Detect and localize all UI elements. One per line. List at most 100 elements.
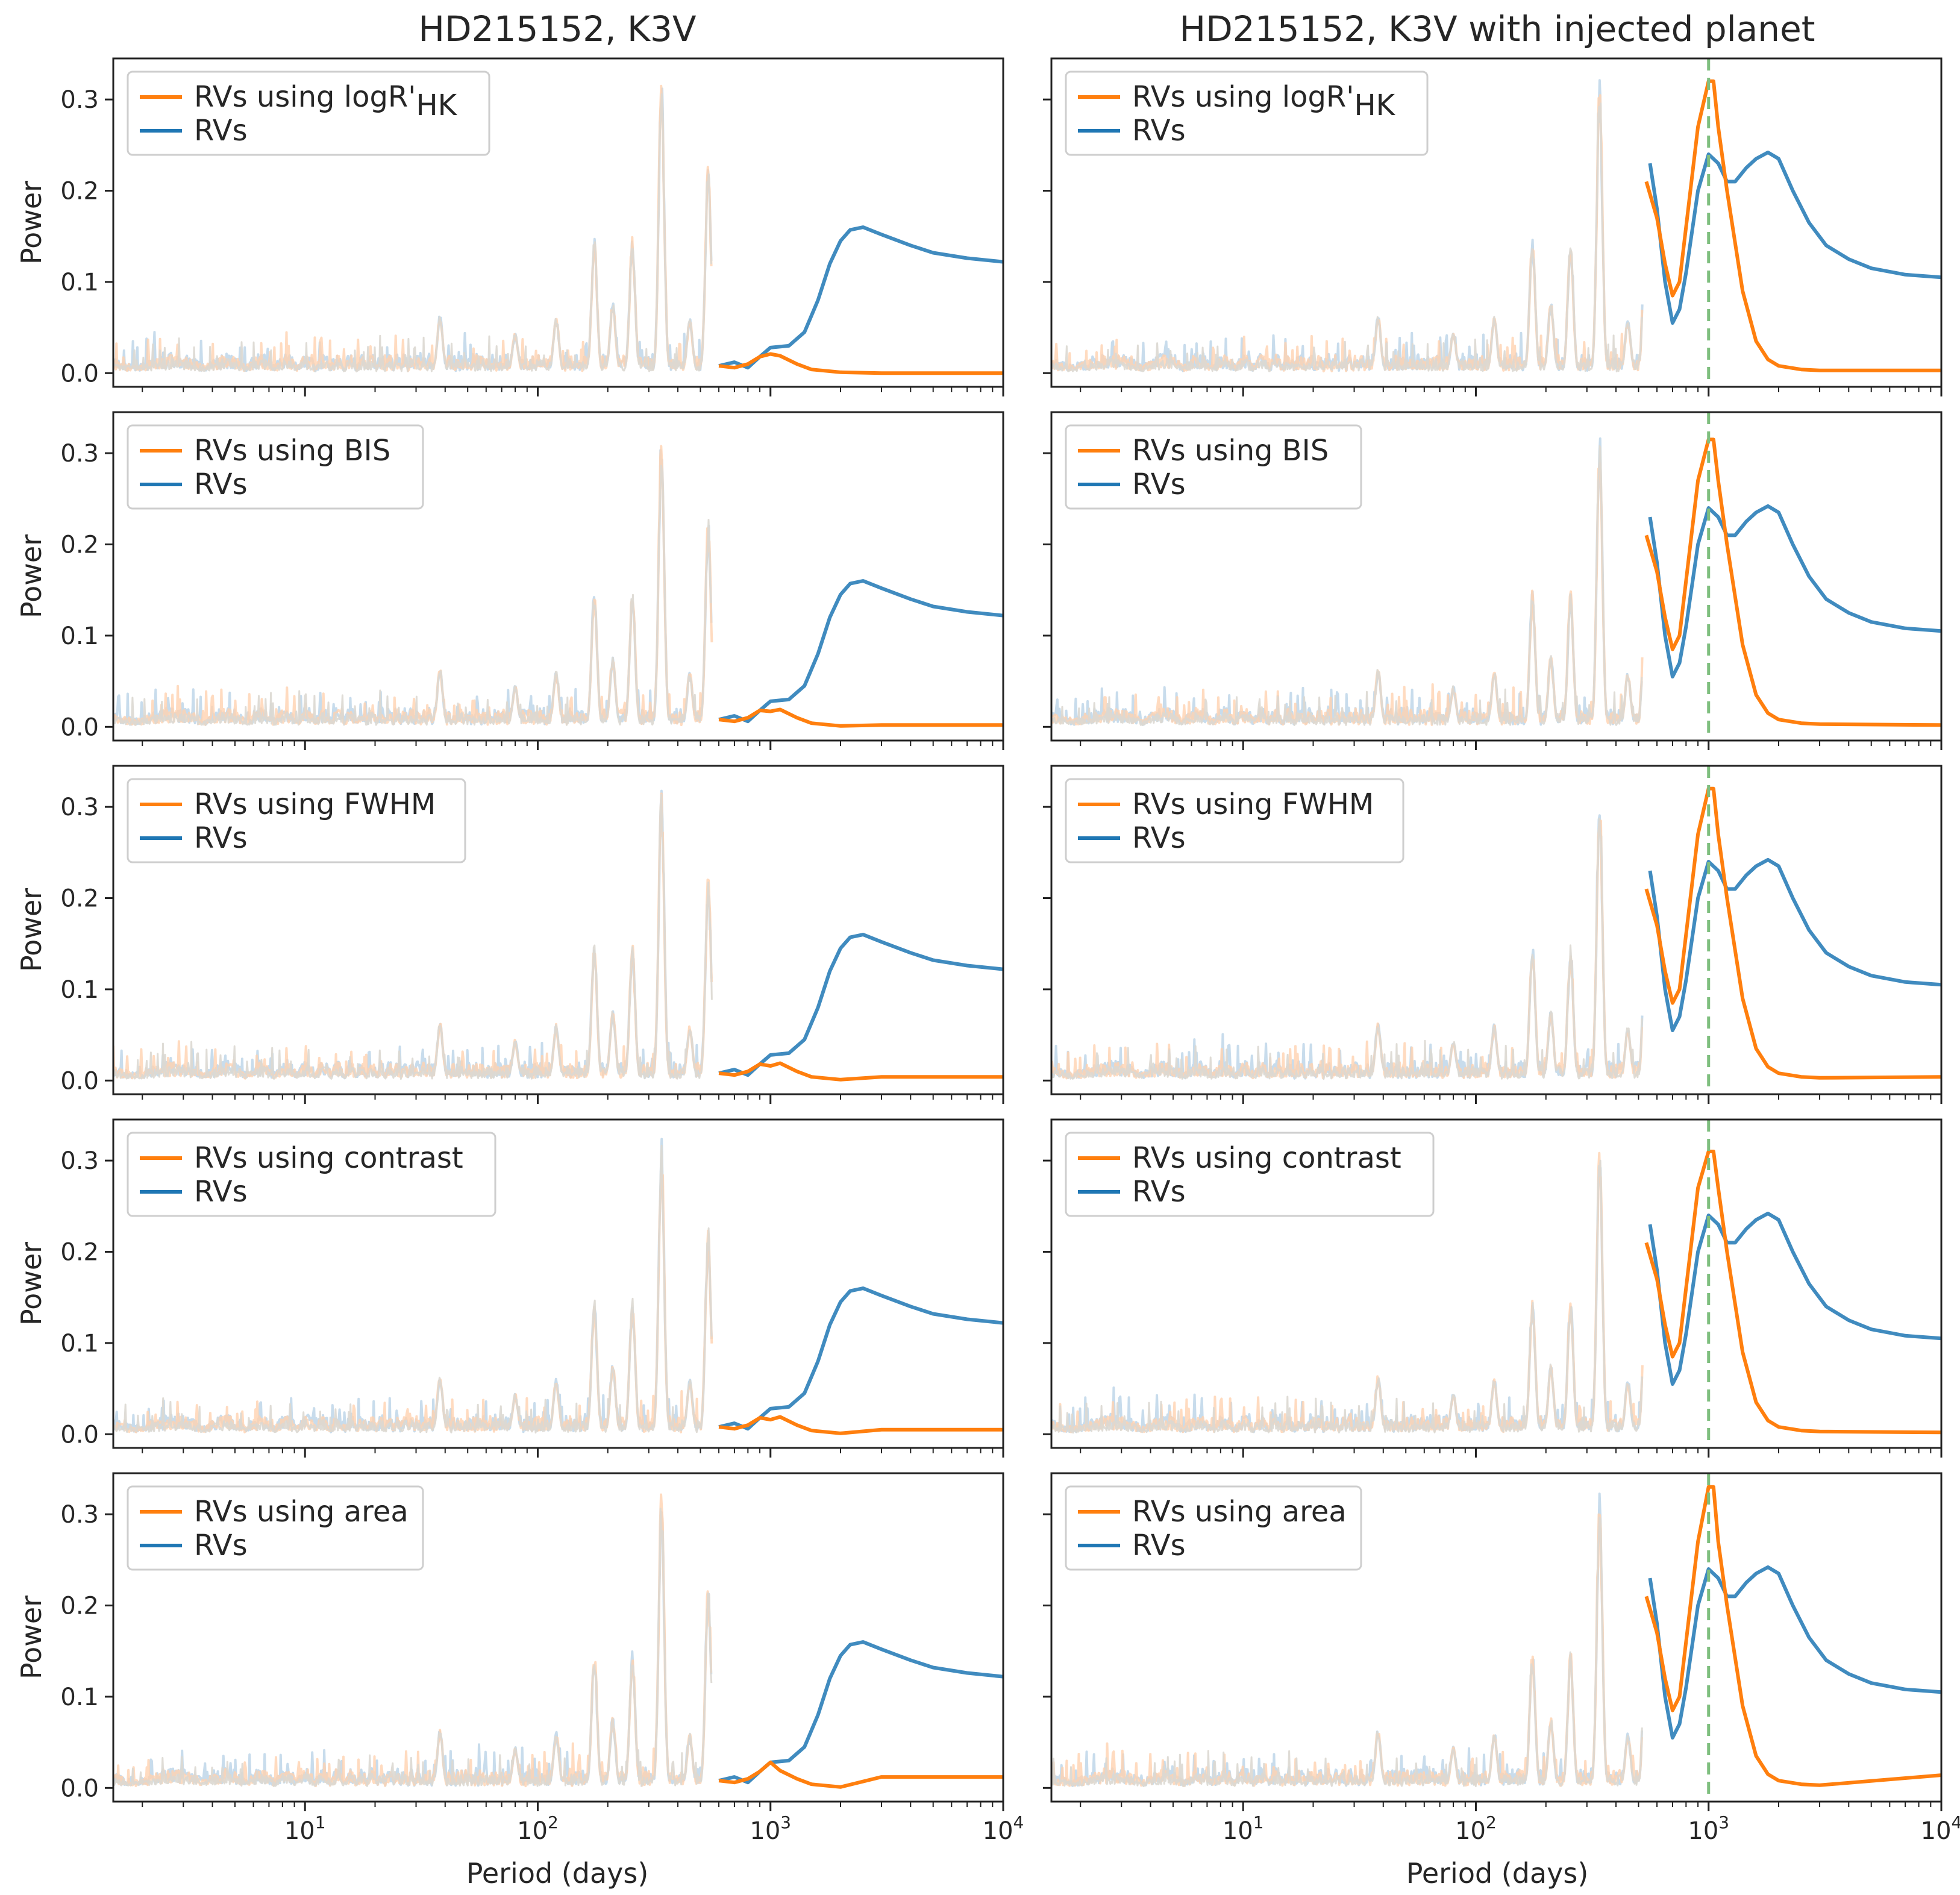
overlap-noise-line: [1051, 818, 1643, 1080]
axes-frame: [1050, 411, 1943, 742]
axes-frame: [112, 1472, 1004, 1803]
y-tick-label: 0.0: [60, 1774, 99, 1802]
legend-box: [127, 424, 424, 510]
x-tick-label: 101: [284, 1812, 326, 1845]
plot-area: [1051, 437, 1941, 727]
plot-area: [1051, 786, 1941, 1080]
y-tick-label: 0.1: [60, 976, 99, 1004]
rvs-series-line: [718, 1640, 1003, 1785]
y-tick-label: 0.2: [60, 1593, 99, 1620]
y-tick-label: 0.3: [60, 440, 99, 468]
y-tick-label: 0.3: [60, 86, 99, 114]
overlap-noise-line: [113, 794, 713, 1080]
indicator-series-line: [718, 707, 1003, 728]
axes-frame: [112, 57, 1004, 388]
legend-rvs-label: RVs: [1132, 1175, 1186, 1209]
legend-box: [1065, 70, 1429, 156]
y-tick-label: 0.3: [60, 1501, 99, 1529]
x-tick-label: 103: [1688, 1812, 1729, 1845]
plot-area: [113, 1138, 1003, 1435]
column-title-right: HD215152, K3V with injected planet: [1180, 8, 1815, 49]
legend-indicator-label: RVs using contrast: [1132, 1141, 1401, 1175]
x-tick-label: 103: [750, 1812, 791, 1845]
overlap-noise-line: [113, 1144, 713, 1434]
x-tick-label: 101: [1223, 1812, 1264, 1845]
legend-indicator-label: RVs using area: [1132, 1495, 1347, 1529]
indicator-series-line: [718, 1415, 1003, 1435]
legend-rvs-label: RVs: [194, 114, 248, 148]
overlap-noise-line: [113, 93, 712, 372]
rvs-series-line: [1648, 1565, 1941, 1740]
overlap-noise-line: [113, 1508, 713, 1787]
legend-indicator-label: RVs using area: [194, 1495, 409, 1529]
y-axis-label: Power: [15, 1596, 48, 1679]
overlap-noise-line: [113, 465, 712, 726]
rvs-series-line: [718, 1286, 1003, 1431]
panel-r5-c1: 0.0 0.1 0.2 0.3 101 102 103 104 Power RVs using a…: [15, 1472, 1024, 1845]
y-tick-label: 0.1: [60, 622, 99, 650]
rvs-series-line: [718, 933, 1003, 1077]
legend-box: [127, 1132, 496, 1217]
y-tick-label: 0.1: [60, 269, 99, 296]
overlap-noise-line: [1051, 445, 1643, 727]
axes-frame: [112, 765, 1004, 1095]
legend-indicator-label: RVs using FWHM: [1132, 788, 1374, 821]
legend-box: [127, 1485, 424, 1571]
plot-area: [1051, 1485, 1941, 1788]
rvs-series-line: [1648, 857, 1941, 1032]
legend-indicator-label: RVs using logR'HK: [1132, 80, 1396, 122]
y-axis-label: Power: [15, 888, 48, 972]
y-tick-label: 0.3: [60, 794, 99, 821]
y-tick-label: 0.1: [60, 1330, 99, 1358]
overlap-noise-line: [1051, 1159, 1643, 1434]
legend-rvs-label: RVs: [194, 1175, 248, 1209]
indicator-series-line: [1644, 437, 1941, 727]
axes-frame: [112, 1118, 1004, 1449]
x-axis-label-right: Period (days): [1406, 1857, 1589, 1890]
rvs-series-line: [718, 579, 1003, 724]
x-axis-label-left: Period (days): [466, 1857, 649, 1890]
legend-box: [1065, 1485, 1362, 1571]
legend-box: [127, 778, 466, 863]
y-axis-label: Power: [15, 534, 48, 618]
axes-frame: [1050, 1472, 1943, 1803]
y-tick-label: 0.3: [60, 1147, 99, 1175]
legend-indicator-label: RVs using contrast: [194, 1141, 463, 1175]
x-tick-label: 104: [983, 1812, 1024, 1845]
y-tick-label: 0.2: [60, 178, 99, 205]
rvs-series-line: [1648, 1211, 1941, 1386]
legend-box: [1065, 778, 1404, 863]
rvs-series-line: [1648, 150, 1941, 325]
y-axis-label: Power: [15, 1242, 48, 1326]
rvs-series-line: [1648, 504, 1941, 678]
y-tick-label: 0.0: [60, 1421, 99, 1449]
overlap-noise-line: [1051, 102, 1643, 372]
legend-rvs-label: RVs: [194, 821, 248, 855]
y-tick-label: 0.0: [60, 713, 99, 741]
plot-area: [1051, 79, 1941, 373]
indicator-series-line: [1644, 79, 1941, 372]
column-title-left: HD215152, K3V: [418, 8, 696, 49]
y-tick-label: 0.0: [60, 1067, 99, 1095]
y-tick-label: 0.2: [60, 885, 99, 913]
y-tick-label: 0.0: [60, 360, 99, 387]
indicator-series-line: [1644, 1150, 1941, 1435]
